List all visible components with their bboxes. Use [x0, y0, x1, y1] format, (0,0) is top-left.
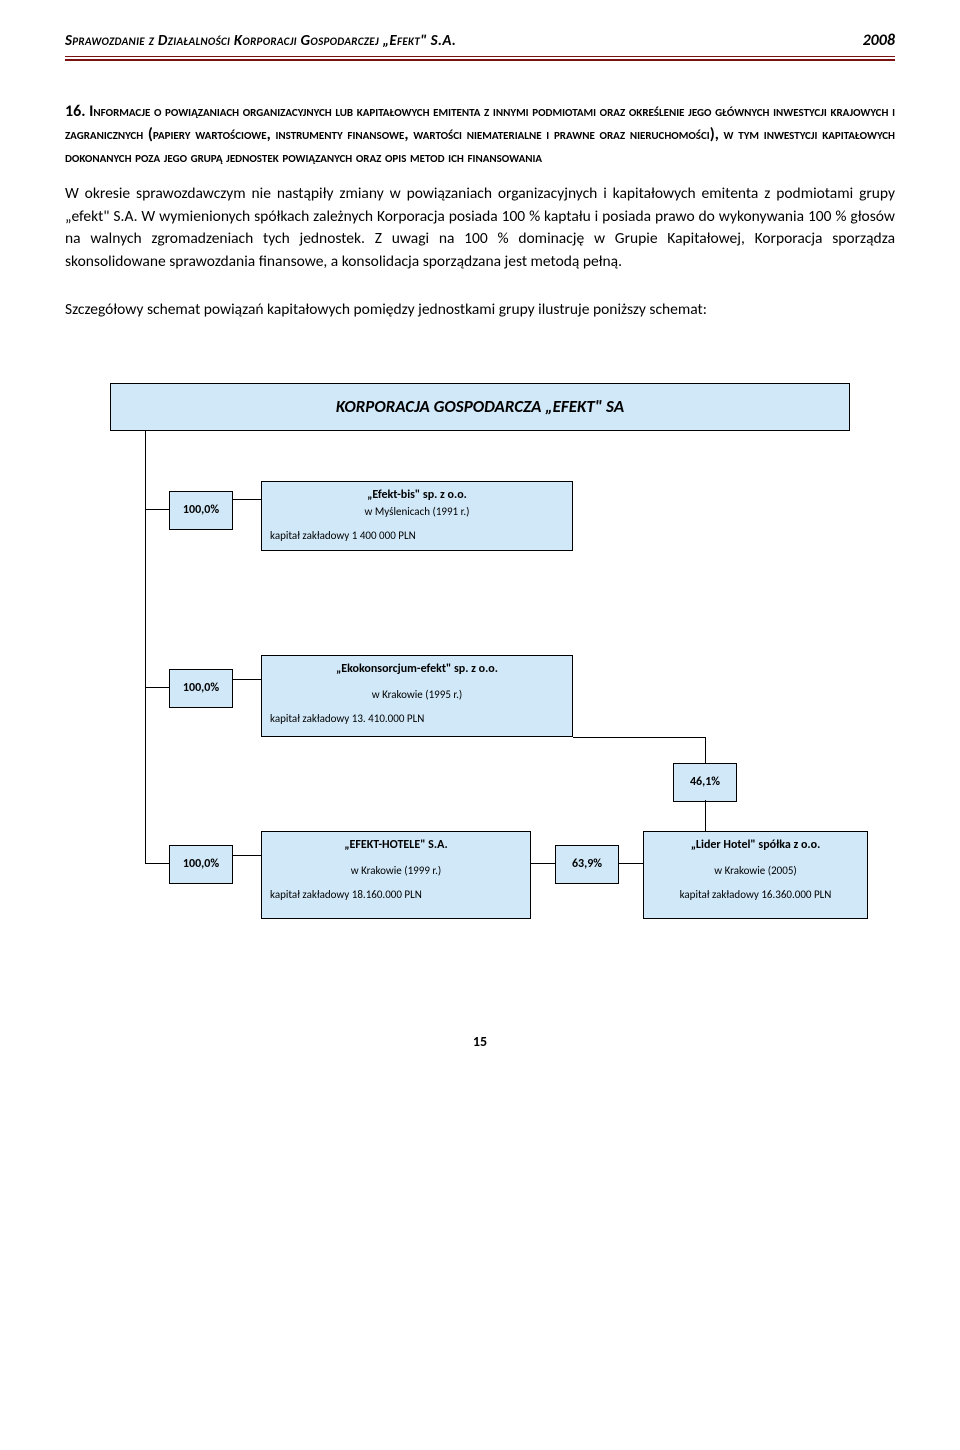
child-node-1: „Efekt-bis" sp. z o.o. w Myślenicach (19… [261, 481, 573, 551]
child-name-2: „Ekokonsorcjum-efekt" sp. z o.o. [270, 661, 564, 677]
connector-line [145, 431, 146, 863]
child-loc-1: w Myślenicach (1991 r.) [270, 505, 564, 520]
body-paragraph-1: W okresie sprawozdawczym nie nastąpiły z… [65, 183, 895, 273]
pct-box-3: 100,0% [169, 845, 233, 883]
schema-intro: Szczegółowy schemat powiązań kapitałowyc… [65, 297, 895, 323]
header-title: Sprawozdanie z Działalności Korporacji G… [65, 31, 456, 51]
connector-line [531, 863, 555, 864]
sub-child-name: „Lider Hotel" spółka z o.o. [652, 837, 859, 853]
connector-line [705, 737, 706, 763]
child-name-1: „Efekt-bis" sp. z o.o. [270, 487, 564, 503]
section-heading-text: Informacje o powiązaniach organizacyjnyc… [65, 102, 895, 167]
sub-pct-box: 63,9% [555, 845, 619, 883]
header-rule [65, 56, 895, 60]
connector-line [619, 863, 643, 864]
sub-child-node: „Lider Hotel" spółka z o.o. w Krakowie (… [643, 831, 868, 919]
sub-child-cap: kapitał zakładowy 16.360.000 PLN [652, 888, 859, 903]
parent-node: KORPORACJA GOSPODARCZA „EFEKT" SA [110, 383, 850, 431]
child-cap-3: kapitał zakładowy 18.160.000 PLN [270, 888, 522, 903]
connector-line [705, 800, 706, 831]
page-number: 15 [65, 1033, 895, 1052]
connector-line [145, 687, 169, 688]
child-cap-2: kapitał zakładowy 13. 410.000 PLN [270, 712, 564, 727]
page-header: Sprawozdanie z Działalności Korporacji G… [65, 30, 895, 52]
child-name-3: „EFEKT-HOTELE" S.A. [270, 837, 522, 853]
section-heading: 16. Informacje o powiązaniach organizacy… [65, 100, 895, 170]
child-loc-2: w Krakowie (1995 r.) [270, 688, 564, 703]
connector-line [145, 509, 169, 510]
child-node-2: „Ekokonsorcjum-efekt" sp. z o.o. w Krako… [261, 655, 573, 737]
child-cap-1: kapitał zakładowy 1 400 000 PLN [270, 529, 564, 544]
org-diagram: KORPORACJA GOSPODARCZA „EFEKT" SA 100,0%… [65, 383, 895, 1003]
sub-child-loc: w Krakowie (2005) [652, 864, 859, 879]
connector-line [145, 863, 169, 864]
pct-box-2: 100,0% [169, 669, 233, 707]
connector-line [233, 499, 261, 500]
pct-box-1: 100,0% [169, 491, 233, 529]
sub-pct-top-box: 46,1% [673, 763, 737, 801]
connector-line [233, 855, 261, 856]
connector-line [573, 737, 705, 738]
child-node-3: „EFEKT-HOTELE" S.A. w Krakowie (1999 r.)… [261, 831, 531, 919]
section-number: 16. [65, 102, 86, 121]
header-year: 2008 [863, 30, 895, 52]
connector-line [233, 679, 261, 680]
child-loc-3: w Krakowie (1999 r.) [270, 864, 522, 879]
